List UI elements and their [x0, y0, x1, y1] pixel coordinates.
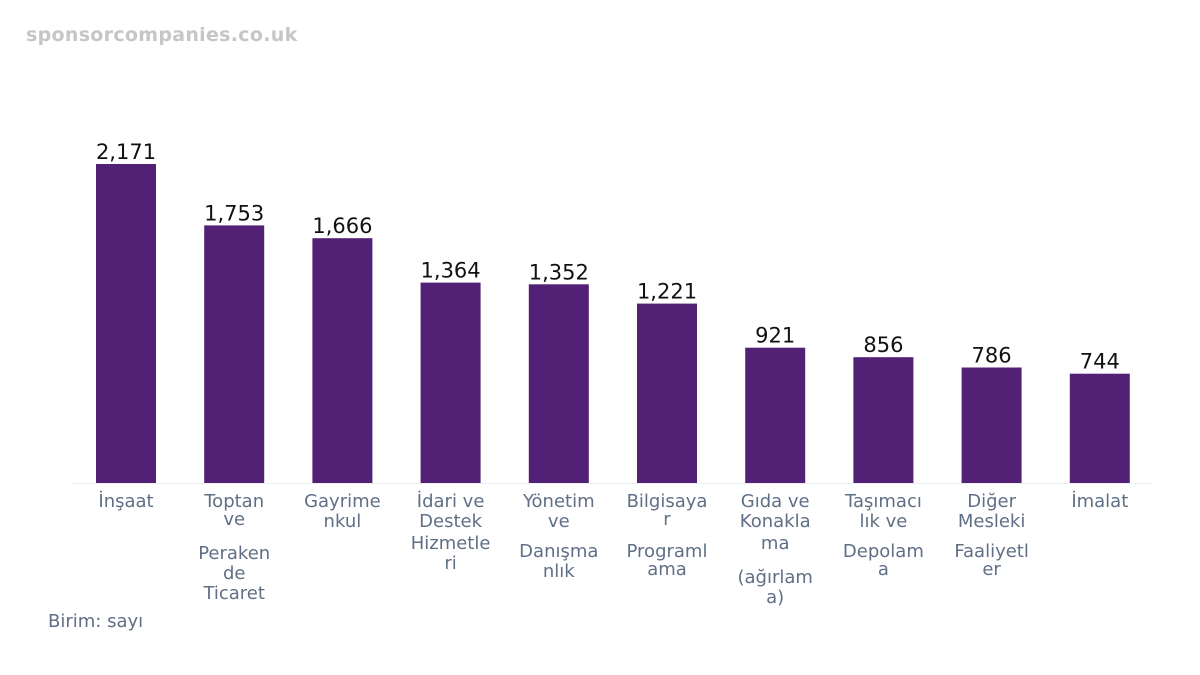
watermark: sponsorcompanies.co.uk	[26, 24, 298, 46]
category-label-line: Hizmetle	[411, 533, 491, 554]
bar	[312, 238, 373, 483]
category-label-line: Yönetim	[522, 491, 595, 512]
category-label-line: Depolam	[843, 541, 924, 562]
category-label-line: Bilgisaya	[627, 491, 708, 512]
category-label-line: Gayrime	[304, 491, 381, 512]
category-label-line: Mesleki	[958, 511, 1025, 532]
category-label-line: a	[878, 559, 889, 580]
category-label: İdari ve Destek Hizmetle ri	[411, 491, 491, 574]
bar	[96, 164, 156, 483]
category-label: İmalat	[1071, 491, 1128, 512]
category-label-line: lık ve	[859, 511, 907, 532]
category-label-line: nlık	[543, 561, 575, 582]
category-label-line: ma	[761, 533, 790, 554]
category-label: Diğer Mesleki Faaliyetl er	[954, 491, 1029, 580]
bars	[96, 164, 1130, 483]
category-label-line: Konakla	[740, 511, 811, 532]
bar	[961, 367, 1022, 483]
category-label-line: Taşımacı	[844, 491, 922, 512]
bar	[204, 225, 265, 483]
category-label-line: İnşaat	[98, 491, 153, 512]
category-label-line: Gıda ve	[741, 491, 810, 512]
category-label-line: nkul	[324, 511, 362, 532]
bar	[420, 282, 481, 483]
category-label-line: Toptan	[203, 491, 264, 512]
category-label: Gayrime nkul	[304, 491, 381, 532]
bar-value-label: 1,221	[637, 280, 697, 304]
bar-value-label: 1,666	[312, 214, 372, 238]
bar	[1069, 373, 1130, 483]
bar	[745, 347, 806, 483]
category-label-line: er	[982, 559, 1001, 580]
bar-value-label: 1,753	[204, 201, 264, 225]
category-label-line: ve	[548, 511, 570, 532]
category-label: Yönetim ve Danışma nlık	[519, 491, 598, 582]
category-label-line: İdari ve	[417, 491, 485, 512]
bar-value-label: 744	[1080, 350, 1120, 374]
category-label: Bilgisaya r Programl ama	[627, 491, 708, 580]
category-label-line: İmalat	[1071, 491, 1128, 512]
bar-value-label: 786	[972, 344, 1012, 368]
category-label-line: ve	[223, 509, 245, 530]
bar	[853, 357, 914, 483]
bar-value-label: 1,352	[529, 260, 589, 284]
category-label-line: ri	[444, 553, 456, 574]
value-labels: 2,171 1,753 1,666 1,364 1,352 1,221 921 856 786 7…	[96, 140, 1120, 374]
category-label-line: Programl	[627, 541, 708, 562]
category-label: Toptan ve Peraken de Ticaret	[198, 491, 270, 604]
category-label: Gıda ve Konakla ma (ağırlam a)	[737, 491, 812, 608]
category-label-line: Destek	[419, 511, 482, 532]
category-label-line: (ağırlam	[737, 567, 812, 588]
category-label-line: Danışma	[519, 541, 598, 562]
unit-note: Birim: sayı	[48, 611, 144, 632]
category-label: Taşımacı lık ve Depolam a	[843, 491, 924, 580]
category-label: İnşaat	[98, 491, 153, 512]
bar	[528, 284, 589, 483]
category-label-line: r	[663, 509, 671, 530]
category-label-line: Peraken	[198, 543, 270, 564]
category-label-line: Faaliyetl	[954, 541, 1029, 562]
category-label-line: a)	[766, 587, 784, 608]
bar-value-label: 856	[863, 333, 903, 357]
bar-value-label: 2,171	[96, 140, 156, 164]
bar-value-label: 1,364	[421, 259, 481, 283]
bar	[637, 303, 697, 483]
category-label-line: Diğer	[967, 491, 1016, 512]
category-label-line: de	[223, 563, 246, 584]
category-label-line: Ticaret	[202, 583, 265, 604]
category-label-line: ama	[647, 559, 687, 580]
bar-value-label: 921	[755, 324, 795, 348]
